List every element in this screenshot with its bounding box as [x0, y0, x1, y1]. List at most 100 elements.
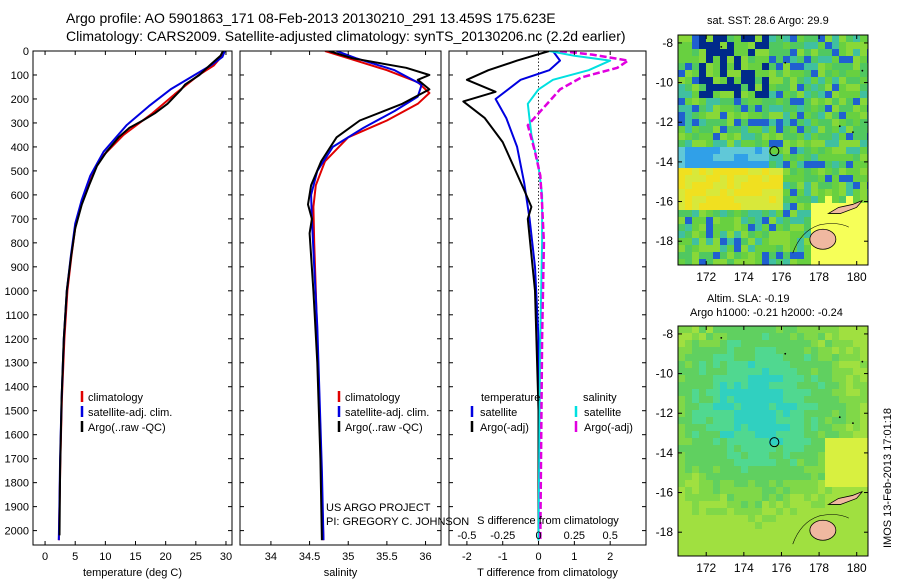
map-cell [755, 175, 762, 182]
x-tick-label: 36 [419, 551, 431, 563]
map-cell [706, 410, 713, 417]
legend-label: satellite [480, 407, 517, 419]
map-cell [832, 161, 839, 168]
map-cell [706, 217, 713, 224]
map-cell [706, 147, 713, 154]
x-tick-label: 35 [342, 551, 354, 563]
map-cell [706, 77, 713, 84]
map-cell [860, 515, 867, 522]
map-cell [818, 515, 825, 522]
map-cell [678, 252, 685, 259]
map-cell [853, 452, 860, 459]
map-cell [685, 340, 692, 347]
map-cell [734, 375, 741, 382]
map-cell [769, 354, 776, 361]
map-cell [713, 515, 720, 522]
map-cell [685, 375, 692, 382]
map-cell [825, 91, 832, 98]
map-cell [797, 501, 804, 508]
map-cell [811, 333, 818, 340]
map-cell [727, 480, 734, 487]
x-tick-label: 25 [190, 551, 202, 563]
map-cell [685, 91, 692, 98]
map-cell [853, 224, 860, 231]
map-cell [741, 473, 748, 480]
map-cell [825, 445, 832, 452]
annotation-project: US ARGO PROJECT [326, 502, 431, 514]
map-cell [832, 259, 839, 265]
map-cell [783, 224, 790, 231]
map-cell [727, 375, 734, 382]
y-tick-label: -16 [656, 486, 674, 500]
map-cell [818, 259, 825, 265]
map-cell [783, 140, 790, 147]
map-cell [706, 196, 713, 203]
map-cell [769, 466, 776, 473]
map-cell [685, 140, 692, 147]
map-cell [825, 431, 832, 438]
map-cell [734, 119, 741, 126]
map-cell [853, 140, 860, 147]
map-cell [846, 515, 853, 522]
map-cell [783, 445, 790, 452]
map-cell [783, 396, 790, 403]
map-cell [839, 431, 846, 438]
map-cell [678, 154, 685, 161]
map-cell [692, 140, 699, 147]
map-cell [853, 333, 860, 340]
map-cell [685, 445, 692, 452]
map-cell [692, 536, 699, 543]
map-cell [790, 382, 797, 389]
map-cell [699, 424, 706, 431]
map-cell [692, 175, 699, 182]
map-cell [860, 501, 867, 508]
map-cell [713, 431, 720, 438]
map-cell [804, 543, 811, 550]
map-cell [720, 431, 727, 438]
map-cell [678, 217, 685, 224]
map-cell [720, 522, 727, 529]
map-cell [755, 133, 762, 140]
map-cell [720, 154, 727, 161]
top-x-axis-label: S difference from climatology [477, 515, 619, 527]
map-cell [860, 238, 867, 245]
map-cell [720, 259, 727, 265]
map-cell [811, 438, 818, 445]
island-viti-levu [809, 228, 837, 250]
map-cell [727, 494, 734, 501]
map-cell [790, 98, 797, 105]
map-cell [706, 417, 713, 424]
map-cell [734, 536, 741, 543]
map-cell [832, 70, 839, 77]
map-cell [811, 494, 818, 501]
map-cell [839, 77, 846, 84]
map-cell [804, 368, 811, 375]
map-cell [790, 56, 797, 63]
map-cell [748, 536, 755, 543]
map-cell [734, 410, 741, 417]
map-cell [804, 375, 811, 382]
map-cell [720, 231, 727, 238]
map-cell [748, 182, 755, 189]
map-cell [755, 245, 762, 252]
map-cell [797, 217, 804, 224]
map-cell [804, 396, 811, 403]
map-cell [811, 508, 818, 515]
map-cell [769, 217, 776, 224]
map-cell [699, 98, 706, 105]
map-cell [797, 494, 804, 501]
argo-location-marker [769, 437, 780, 448]
islet [838, 125, 841, 128]
y-tick-label: -10 [656, 367, 674, 381]
annotation-pi: PI: GREGORY C. JOHNSON [326, 516, 469, 528]
map-cell [790, 361, 797, 368]
map-cell [769, 175, 776, 182]
map-cell [706, 466, 713, 473]
islet [720, 336, 723, 339]
map-cell [734, 438, 741, 445]
map-cell [839, 126, 846, 133]
map-cell [804, 431, 811, 438]
map-cell [776, 389, 783, 396]
map-cell [783, 438, 790, 445]
